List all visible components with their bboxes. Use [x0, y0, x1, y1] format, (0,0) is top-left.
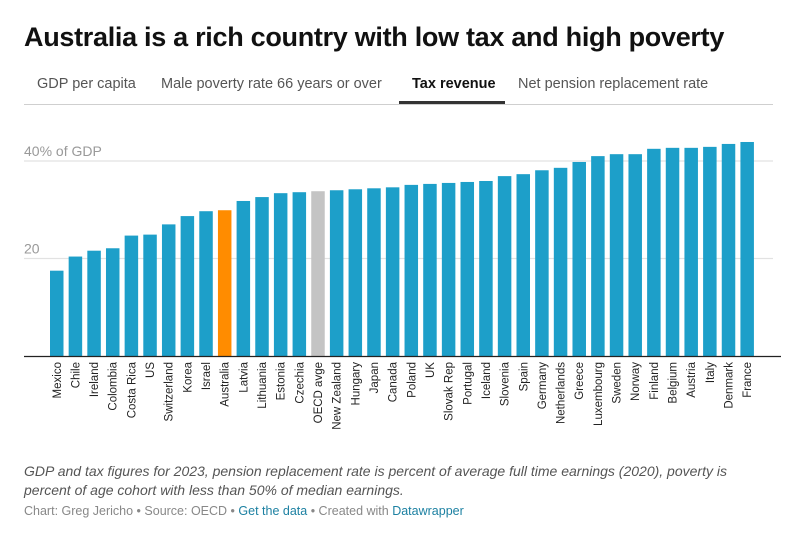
bar-switzerland[interactable]	[161, 224, 176, 356]
category-label: Estonia	[276, 361, 288, 400]
category-label: Portugal	[462, 362, 474, 405]
y-tick-label: 20	[24, 241, 40, 257]
active-tab-indicator	[399, 101, 505, 104]
category-label: France	[742, 362, 754, 398]
bar-portugal[interactable]	[460, 181, 475, 356]
category-label: Germany	[537, 362, 549, 410]
bar-belgium[interactable]	[665, 147, 680, 356]
tab-bar: GDP per capita Male poverty rate 66 year…	[24, 68, 773, 105]
category-label: Norway	[630, 362, 642, 401]
byline: Chart: Greg Jericho • Source: OECD • Get…	[24, 504, 464, 518]
bar-germany[interactable]	[535, 170, 549, 356]
bar-chart: 20 40% of GDP Mexico Chile Ireland Colombia C…	[24, 141, 781, 430]
chart-notes: GDP and tax figures for 2023, pension re…	[24, 463, 727, 498]
bar-chile[interactable]	[68, 256, 83, 356]
category-label: OECD avge	[313, 362, 325, 423]
bar-mexico[interactable]	[50, 270, 64, 356]
y-tick-label: 40% of GDP	[24, 143, 102, 159]
bar-canada[interactable]	[385, 187, 400, 356]
bar-czechia[interactable]	[292, 192, 307, 356]
category-label: Mexico	[52, 362, 64, 398]
bar-norway[interactable]	[628, 154, 642, 356]
category-label: Costa Rica	[126, 361, 138, 418]
separator: •	[133, 504, 145, 518]
category-label: Ireland	[89, 362, 101, 397]
bar-australia[interactable]	[217, 210, 232, 356]
bar-france[interactable]	[740, 141, 754, 356]
category-label: New Zealand	[332, 362, 344, 430]
category-label: Poland	[406, 362, 418, 398]
category-label: Australia	[220, 361, 232, 406]
bar-greece[interactable]	[572, 161, 586, 356]
category-label: Belgium	[668, 362, 680, 404]
bar-poland[interactable]	[404, 184, 419, 356]
bar-denmark[interactable]	[721, 143, 736, 356]
category-label: Denmark	[724, 362, 736, 409]
separator: •	[307, 504, 319, 518]
bar-slovenia[interactable]	[497, 176, 512, 356]
bar-uk[interactable]	[423, 183, 437, 356]
bar-austria[interactable]	[684, 147, 698, 356]
tab-tax-revenue[interactable]: Tax revenue	[412, 76, 496, 92]
bar-iceland[interactable]	[479, 180, 493, 356]
bar-spain[interactable]	[516, 174, 531, 356]
chart-author: Chart: Greg Jericho	[24, 504, 134, 518]
bar-new-zealand[interactable]	[329, 190, 344, 356]
tab-gdp-per-capita[interactable]: GDP per capita	[37, 76, 136, 92]
bar-italy[interactable]	[703, 146, 717, 356]
bar-us[interactable]	[143, 234, 157, 356]
category-label: Slovenia	[500, 361, 512, 406]
category-label: Finland	[649, 362, 661, 400]
category-label: Netherlands	[556, 362, 568, 424]
category-labels: Mexico Chile Ireland Colombia Costa Rica US Sw…	[52, 361, 754, 429]
tab-net-pension-replacement-rate[interactable]: Net pension replacement rate	[518, 76, 709, 92]
bar-japan[interactable]	[367, 188, 381, 356]
bars	[50, 141, 754, 356]
bar-ireland[interactable]	[87, 250, 101, 356]
chart-title: Australia is a rich country with low tax…	[24, 22, 725, 52]
bar-finland[interactable]	[647, 148, 661, 356]
category-label: Japan	[369, 362, 381, 393]
bar-hungary[interactable]	[348, 189, 363, 356]
bar-colombia[interactable]	[105, 248, 120, 356]
get-the-data-link[interactable]: Get the data	[238, 504, 308, 518]
bar-latvia[interactable]	[236, 200, 251, 356]
separator: •	[227, 504, 239, 518]
bar-estonia[interactable]	[273, 193, 288, 356]
category-label: UK	[425, 362, 437, 378]
category-label: US	[145, 362, 157, 378]
category-label: Canada	[388, 361, 400, 402]
category-label: Latvia	[238, 361, 250, 392]
bar-costa-rica[interactable]	[124, 235, 139, 356]
bar-israel[interactable]	[199, 211, 213, 356]
bar-lithuania[interactable]	[255, 197, 269, 356]
bar-luxembourg[interactable]	[591, 156, 605, 356]
category-label: Iceland	[481, 362, 493, 399]
category-label: Slovak Rep	[444, 362, 456, 421]
category-label: Sweden	[612, 362, 624, 404]
category-label: Spain	[518, 362, 530, 391]
created-with-text: Created with	[318, 504, 393, 518]
bar-korea[interactable]	[180, 216, 195, 356]
bar-slovak-rep[interactable]	[441, 182, 456, 356]
category-label: Italy	[705, 362, 717, 383]
datawrapper-link[interactable]: Datawrapper	[392, 504, 464, 518]
chart-source: Source: OECD	[144, 504, 228, 518]
category-label: Austria	[686, 361, 698, 397]
tab-male-poverty-rate[interactable]: Male poverty rate 66 years or over	[161, 76, 382, 92]
category-label: Luxembourg	[593, 362, 605, 426]
category-label: Greece	[574, 362, 586, 400]
bar-oecd-avge[interactable]	[311, 191, 325, 356]
category-label: Israel	[201, 362, 213, 390]
category-label: Hungary	[350, 362, 362, 406]
category-label: Colombia	[108, 361, 120, 410]
category-label: Czechia	[294, 361, 306, 403]
category-label: Switzerland	[164, 362, 176, 421]
category-label: Chile	[70, 362, 82, 388]
bar-sweden[interactable]	[609, 154, 624, 356]
bar-netherlands[interactable]	[553, 167, 568, 356]
category-label: Korea	[182, 361, 194, 392]
category-label: Lithuania	[257, 361, 269, 408]
